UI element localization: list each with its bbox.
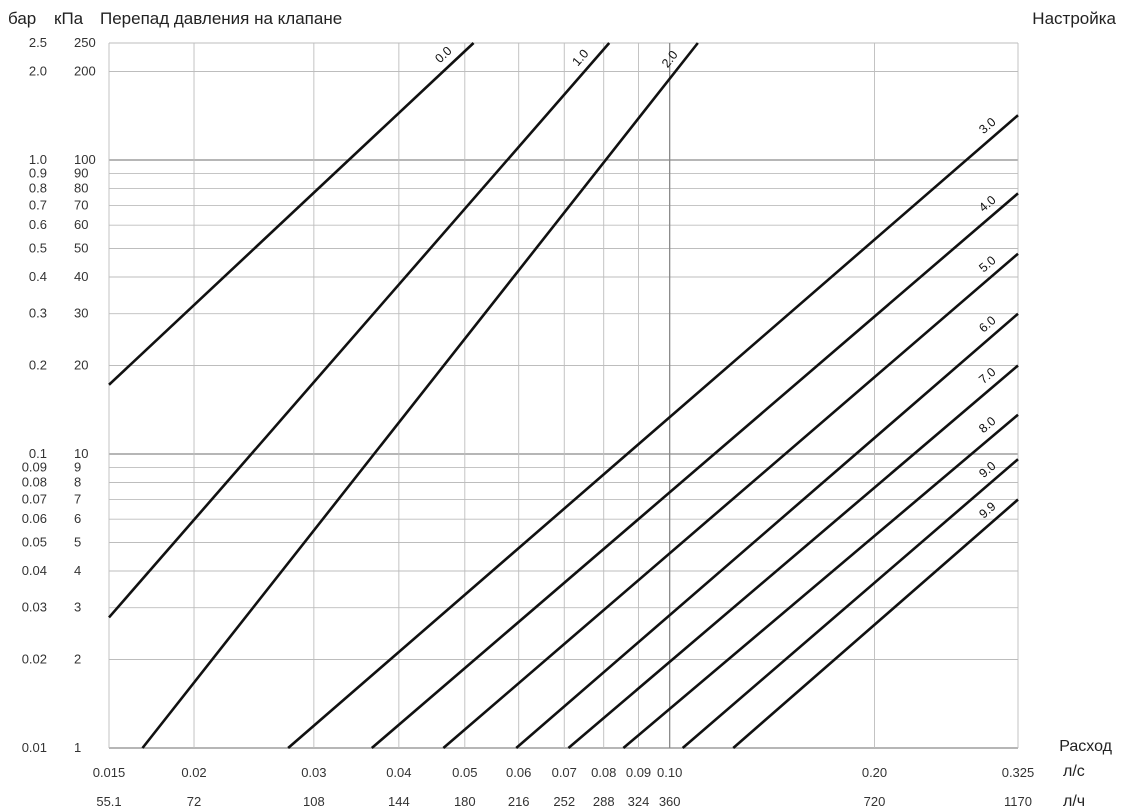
y-tick-label-kpa: 90	[74, 165, 88, 180]
y-tick-label-bar: 0.07	[22, 492, 47, 507]
series-line-6.0	[515, 312, 1019, 749]
y-tick-label-kpa: 7	[74, 492, 81, 507]
y-tick-label-kpa: 20	[74, 357, 88, 372]
x-tick-label-lh: 108	[303, 794, 325, 809]
x-tick-label-ls: 0.03	[301, 765, 326, 780]
x-tick-label-lh: 1170	[1004, 794, 1032, 809]
x-axis-title: Расход	[1059, 738, 1112, 755]
x-tick-label-lh: 55.1	[96, 794, 121, 809]
x-tick-label-ls: 0.015	[93, 765, 126, 780]
y-tick-label-bar: 0.8	[29, 180, 47, 195]
y-tick-label-bar: 0.4	[29, 269, 47, 284]
x-tick-label-ls: 0.07	[552, 765, 577, 780]
y-tick-label-kpa: 50	[74, 240, 88, 255]
y-tick-label-kpa: 30	[74, 306, 88, 321]
series-line-5.0	[442, 252, 1019, 749]
x-tick-label-ls: 0.06	[506, 765, 531, 780]
y-tick-label-bar: 0.09	[22, 459, 47, 474]
y-tick-label-kpa: 70	[74, 198, 88, 213]
y-tick-label-bar: 1.0	[29, 152, 47, 167]
x-unit-ls: л/с	[1063, 763, 1085, 780]
x-tick-label-lh: 252	[553, 794, 575, 809]
y-tick-label-kpa: 9	[74, 459, 81, 474]
grid	[108, 42, 1019, 749]
y-tick-label-kpa: 8	[74, 474, 81, 489]
y-tick-label-kpa: 5	[74, 535, 81, 550]
y-tick-label-kpa: 6	[74, 511, 81, 526]
x-units: Расход л/с л/ч	[1059, 738, 1112, 810]
x-tick-label-ls: 0.10	[657, 765, 682, 780]
y-tick-label-bar: 0.5	[29, 240, 47, 255]
series-line-4.0	[370, 192, 1019, 749]
y-tick-label-bar: 0.08	[22, 474, 47, 489]
x-tick-label-lh: 144	[388, 794, 410, 809]
y-tick-label-bar: 0.02	[22, 651, 47, 666]
y-tick-label-kpa: 80	[74, 180, 88, 195]
y-tick-label-bar: 0.9	[29, 165, 47, 180]
x-tick-label-ls: 0.325	[1002, 765, 1035, 780]
x-tick-label-ls: 0.20	[862, 765, 887, 780]
series-line-3.0	[287, 114, 1019, 749]
x-tick-label-lh: 216	[508, 794, 530, 809]
x-tick-label-lh: 720	[864, 794, 886, 809]
x-tick-label-ls: 0.04	[386, 765, 411, 780]
y-tick-label-bar: 2.0	[29, 63, 47, 78]
y-tick-label-kpa: 4	[74, 563, 81, 578]
x-tick-label-ls: 0.09	[626, 765, 651, 780]
y-tick-label-bar: 0.03	[22, 600, 47, 615]
bar-unit-label: бар	[8, 9, 37, 28]
x-tick-label-lh: 288	[593, 794, 615, 809]
x-tick-label-ls: 0.08	[591, 765, 616, 780]
y-tick-label-bar: 0.05	[22, 535, 47, 550]
series-line-9.9	[732, 498, 1019, 749]
series-line-2.0	[141, 42, 699, 749]
y-tick-label-kpa: 1	[74, 740, 81, 755]
y-tick-label-kpa: 200	[74, 63, 96, 78]
y-tick-label-kpa: 2	[74, 651, 81, 666]
y-tick-label-kpa: 3	[74, 600, 81, 615]
x-tick-label-ls: 0.05	[452, 765, 477, 780]
y-tick-label-kpa: 100	[74, 152, 96, 167]
series-line-9.0	[681, 458, 1019, 749]
y-tick-label-kpa: 60	[74, 217, 88, 232]
chart-title: Перепад давления на клапане	[100, 9, 343, 28]
y-tick-label-bar: 2.5	[29, 35, 47, 50]
kpa-unit-label: кПа	[54, 9, 84, 28]
y-tick-label-kpa: 40	[74, 269, 88, 284]
y-tick-label-bar: 0.01	[22, 740, 47, 755]
y-tick-label-kpa: 10	[74, 446, 88, 461]
series-line-8.0	[622, 413, 1019, 749]
y-tick-label-bar: 0.06	[22, 511, 47, 526]
y-tick-label-bar: 0.1	[29, 446, 47, 461]
x-tick-label-lh: 360	[659, 794, 681, 809]
x-tick-label-lh: 324	[628, 794, 650, 809]
series-line-7.0	[567, 364, 1019, 749]
y-tick-label-bar: 0.7	[29, 198, 47, 213]
x-tick-labels: 0.015 55.1 0.02 72 0.03 108 0.04 144 0.05 180 0.06…	[93, 765, 1035, 809]
y-tick-label-bar: 0.3	[29, 306, 47, 321]
y-tick-label-bar: 0.6	[29, 217, 47, 232]
y-tick-label-bar: 0.04	[22, 563, 47, 578]
series-lines: 0.0 1.0 2.03.04.05.06.07.08.09.09.9	[108, 42, 1019, 749]
settings-title: Настройка	[1032, 9, 1116, 28]
x-unit-lh: л/ч	[1063, 793, 1085, 810]
series-line-0.0	[108, 42, 475, 386]
x-tick-label-lh: 72	[187, 794, 201, 809]
y-tick-label-bar: 0.2	[29, 357, 47, 372]
series-line-1.0	[108, 42, 611, 619]
y-tick-label-kpa: 250	[74, 35, 96, 50]
x-tick-label-ls: 0.02	[181, 765, 206, 780]
x-tick-label-lh: 180	[454, 794, 476, 809]
